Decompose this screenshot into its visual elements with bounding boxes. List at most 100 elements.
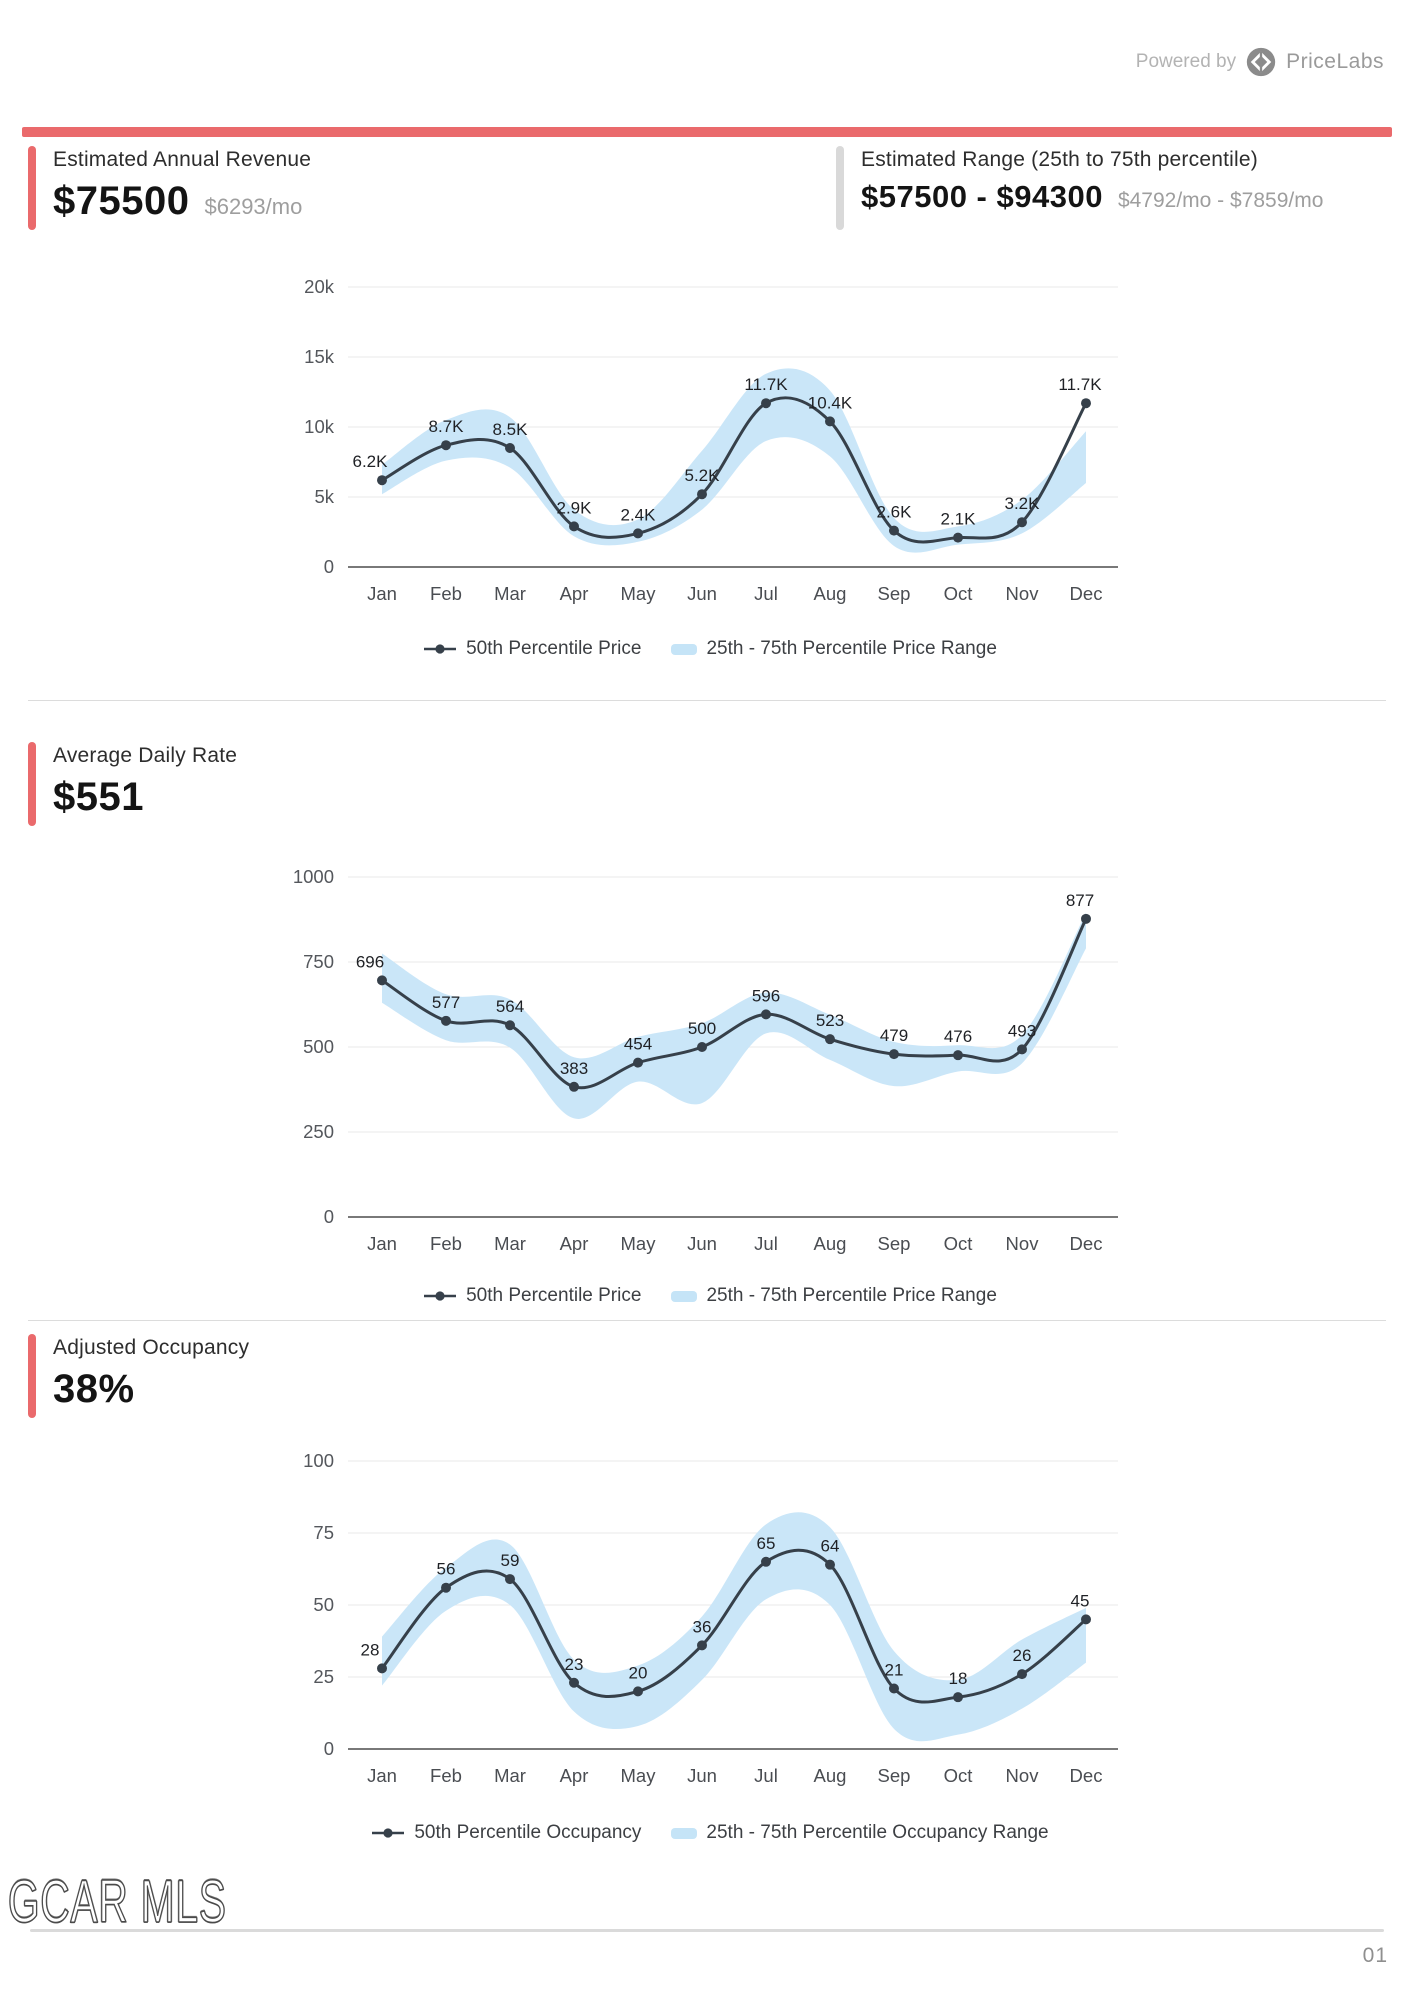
svg-text:56: 56 <box>437 1560 456 1579</box>
svg-text:Apr: Apr <box>560 1765 589 1786</box>
metric-estimated-range: Estimated Range (25th to 75th percentile… <box>836 146 1323 230</box>
svg-text:0: 0 <box>324 556 334 577</box>
line-marker-icon <box>424 644 457 654</box>
metric-value: $551 <box>53 775 144 819</box>
svg-text:May: May <box>621 1233 657 1254</box>
metric-monthly-value: $4792/mo - $7859/mo <box>1117 189 1324 212</box>
svg-text:2.9K: 2.9K <box>557 498 593 517</box>
svg-text:Feb: Feb <box>430 583 462 604</box>
svg-text:Aug: Aug <box>814 583 847 604</box>
pricelabs-logo-icon <box>1246 47 1276 77</box>
svg-text:Nov: Nov <box>1006 1233 1040 1254</box>
legend-label: 25th - 75th Percentile Occupancy Range <box>706 1822 1049 1843</box>
svg-text:Dec: Dec <box>1070 1233 1103 1254</box>
svg-text:2.1K: 2.1K <box>941 510 977 529</box>
footer-divider <box>30 1929 1384 1932</box>
legend-label: 50th Percentile Occupancy <box>414 1822 642 1843</box>
occupancy-chart-legend: 50th Percentile Occupancy 25th - 75th Pe… <box>280 1822 1140 1844</box>
metric-title: Estimated Annual Revenue <box>53 148 312 171</box>
svg-text:Jul: Jul <box>754 1765 778 1786</box>
svg-text:Nov: Nov <box>1006 1765 1040 1786</box>
metric-value: $75500 <box>53 179 190 223</box>
metric-monthly-value: $6293/mo <box>204 194 303 219</box>
svg-text:250: 250 <box>303 1121 334 1142</box>
band-swatch-icon <box>671 643 698 655</box>
legend-label: 25th - 75th Percentile Price Range <box>706 638 997 659</box>
svg-text:Feb: Feb <box>430 1233 462 1254</box>
svg-text:Jun: Jun <box>687 1765 717 1786</box>
svg-text:Jan: Jan <box>367 1233 397 1254</box>
svg-text:50: 50 <box>313 1594 334 1615</box>
svg-text:100: 100 <box>303 1450 334 1471</box>
svg-text:Nov: Nov <box>1006 583 1040 604</box>
svg-text:Oct: Oct <box>944 1765 973 1786</box>
svg-text:0: 0 <box>324 1738 334 1759</box>
metric-value: 38% <box>53 1367 135 1411</box>
svg-text:2.6K: 2.6K <box>877 503 913 522</box>
legend-item-percentile-range: 25th - 75th Percentile Price Range <box>671 638 997 660</box>
svg-text:8.5K: 8.5K <box>493 420 529 439</box>
svg-text:Aug: Aug <box>814 1765 847 1786</box>
svg-text:May: May <box>621 583 657 604</box>
metric-accent-bar <box>836 146 844 230</box>
svg-text:Sep: Sep <box>878 583 911 604</box>
metric-adjusted-occupancy: Adjusted Occupancy 38% <box>28 1334 249 1418</box>
svg-text:10k: 10k <box>304 416 335 437</box>
brand-name: PriceLabs <box>1286 50 1384 73</box>
svg-text:0: 0 <box>324 1206 334 1227</box>
svg-text:383: 383 <box>560 1059 588 1078</box>
svg-text:696: 696 <box>356 952 384 971</box>
adr-chart: 0 250 500 750 1000 696 Jan 577 Feb 564 Mar 383 Apr 45… <box>293 866 1118 1254</box>
page-number: 01 <box>1362 1944 1388 1967</box>
adr-chart-legend: 50th Percentile Price 25th - 75th Percen… <box>280 1285 1140 1307</box>
svg-text:5.2K: 5.2K <box>685 466 721 485</box>
band-swatch-icon <box>671 1827 698 1839</box>
svg-text:25: 25 <box>313 1666 334 1687</box>
svg-text:23: 23 <box>565 1655 584 1674</box>
svg-text:493: 493 <box>1008 1021 1036 1040</box>
metric-accent-bar <box>28 1334 36 1418</box>
legend-label: 50th Percentile Price <box>466 1285 642 1306</box>
svg-text:20k: 20k <box>304 276 335 297</box>
svg-text:6.2K: 6.2K <box>353 452 389 471</box>
svg-text:3.2K: 3.2K <box>1005 494 1041 513</box>
line-marker-icon <box>424 1291 457 1301</box>
legend-label: 25th - 75th Percentile Price Range <box>706 1285 997 1306</box>
metric-title: Adjusted Occupancy <box>53 1336 250 1359</box>
svg-text:Jan: Jan <box>367 1765 397 1786</box>
accent-top-bar <box>22 127 1392 137</box>
svg-text:8.7K: 8.7K <box>429 417 465 436</box>
svg-text:Feb: Feb <box>430 1765 462 1786</box>
svg-text:Mar: Mar <box>494 1765 526 1786</box>
legend-item-50th-percentile: 50th Percentile Price <box>423 638 641 660</box>
svg-text:476: 476 <box>944 1027 972 1046</box>
svg-text:Mar: Mar <box>494 1233 526 1254</box>
svg-text:Dec: Dec <box>1070 1765 1103 1786</box>
occupancy-chart: 0 25 50 75 100 28 Jan 56 Feb 59 Mar 23 Apr 20 May 36 Jun… <box>303 1450 1118 1786</box>
svg-text:11.7K: 11.7K <box>1058 375 1102 394</box>
svg-text:18: 18 <box>949 1669 968 1688</box>
svg-text:65: 65 <box>757 1534 776 1553</box>
section-divider <box>28 700 1386 701</box>
svg-text:Apr: Apr <box>560 1233 589 1254</box>
svg-text:500: 500 <box>303 1036 334 1057</box>
legend-item-50th-percentile: 50th Percentile Price <box>423 1285 641 1307</box>
svg-text:75: 75 <box>313 1522 334 1543</box>
metric-average-daily-rate: Average Daily Rate $551 <box>28 742 237 826</box>
svg-text:2.4K: 2.4K <box>621 505 657 524</box>
svg-text:596: 596 <box>752 986 780 1005</box>
svg-text:26: 26 <box>1013 1646 1032 1665</box>
svg-text:20: 20 <box>629 1663 648 1682</box>
powered-by-bar: Powered by PriceLabs <box>1136 44 1384 80</box>
metric-accent-bar <box>28 146 36 230</box>
metric-value: $57500 - $94300 <box>861 179 1103 214</box>
metric-title: Estimated Range (25th to 75th percentile… <box>861 148 1258 171</box>
powered-by-label: Powered by <box>1135 51 1237 72</box>
svg-text:750: 750 <box>303 951 334 972</box>
svg-text:36: 36 <box>693 1617 712 1636</box>
legend-item-percentile-range: 25th - 75th Percentile Price Range <box>671 1285 997 1307</box>
revenue-chart: 0 5k 10k 15k 20k 6.2K Jan 8.7K Feb 8.5K Mar 2.9K Apr… <box>304 276 1118 604</box>
svg-text:May: May <box>621 1765 657 1786</box>
svg-text:577: 577 <box>432 993 460 1012</box>
svg-text:1000: 1000 <box>293 866 334 887</box>
